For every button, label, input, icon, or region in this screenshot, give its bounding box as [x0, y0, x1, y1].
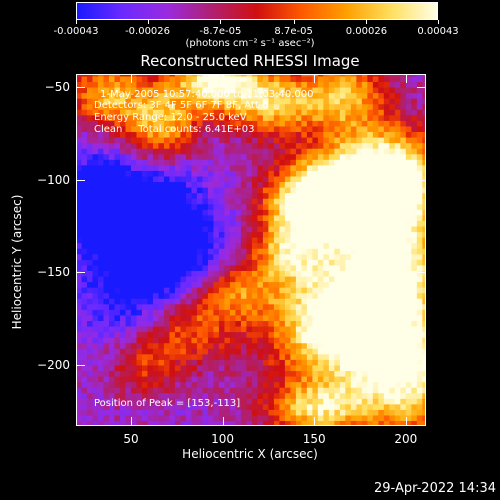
y-tick-mark	[76, 179, 85, 181]
colorbar-tick-mark	[76, 20, 77, 24]
x-tick-mark	[222, 74, 224, 83]
x-tick-label: 100	[211, 432, 235, 446]
total-counts-annotation: Clean Total counts: 6.41E+03	[94, 124, 255, 135]
y-tick-label: −50	[44, 79, 70, 94]
colorbar-unit-label: (photons cm⁻² s⁻¹ asec⁻²)	[185, 38, 315, 49]
x-tick-mark	[314, 417, 316, 426]
x-tick-mark	[222, 417, 224, 426]
y-tick-mark	[76, 364, 85, 366]
heatmap-plot	[76, 74, 426, 426]
colorbar-tick-mark	[293, 20, 295, 24]
y-tick-mark	[76, 86, 85, 88]
colorbar-tick-mark	[147, 20, 149, 24]
y-tick-mark	[417, 272, 426, 274]
colorbar-tick-mark	[220, 20, 222, 24]
colorbar-tick-mark	[366, 20, 368, 24]
y-tick-label: −150	[37, 265, 70, 280]
y-tick-mark	[417, 86, 426, 88]
colorbar-tick-label: 8.7e-05	[274, 26, 313, 37]
x-tick-mark	[130, 74, 132, 83]
chart-title: Reconstructed RHESSI Image	[140, 52, 360, 70]
colorbar	[76, 2, 438, 20]
y-tick-label: −200	[37, 357, 70, 372]
date-stamp: 29-Apr-2022 14:34	[374, 481, 496, 496]
y-tick-label: −100	[37, 172, 70, 187]
x-tick-mark	[405, 74, 407, 83]
y-tick-mark	[417, 179, 426, 181]
y-tick-mark	[76, 272, 85, 274]
colorbar-tick-label: -0.00026	[125, 26, 171, 37]
x-tick-label: 50	[123, 432, 139, 446]
colorbar-tick-label: 0.00026	[345, 26, 388, 37]
x-tick-mark	[405, 417, 407, 426]
colorbar-tick-label: -8.7e-05	[199, 26, 242, 37]
x-axis-label: Heliocentric X (arcsec)	[182, 447, 318, 461]
colorbar-tick-mark	[438, 20, 439, 24]
x-tick-label: 150	[302, 432, 326, 446]
energy-range-annotation: Energy Range: 12.0 - 25.0 keV	[94, 112, 247, 123]
x-tick-mark	[314, 74, 316, 83]
colorbar-tick-label: 0.00043	[417, 26, 459, 37]
y-tick-mark	[417, 364, 426, 366]
time-range-annotation: 1-May-2005 10:57:40.000 to 11:03:40.000	[100, 89, 314, 100]
x-tick-label: 200	[394, 432, 418, 446]
y-axis-label: Heliocentric Y (arcsec)	[10, 194, 24, 330]
x-tick-mark	[130, 417, 132, 426]
peak-position-annotation: Position of Peak = [153,-113]	[94, 398, 241, 409]
detectors-annotation: Detectors: 3F 4F 5F 6F 7F 8F, Att 0	[94, 100, 269, 111]
colorbar-tick-label: -0.00043	[53, 26, 99, 37]
